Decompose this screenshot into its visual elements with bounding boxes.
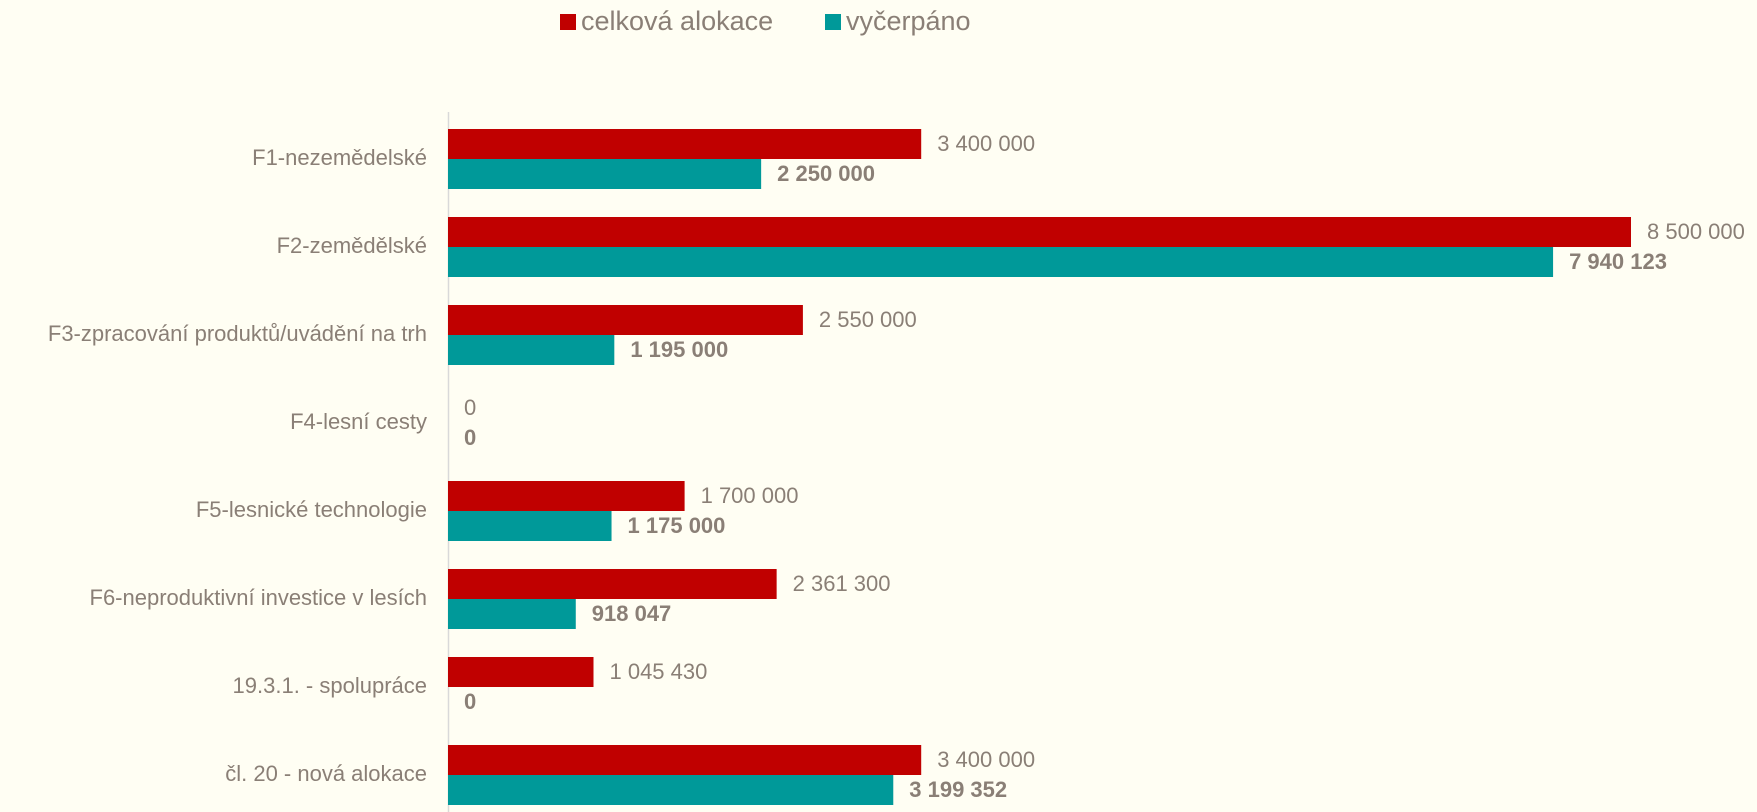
bar — [448, 511, 612, 541]
legend-swatch — [560, 14, 576, 30]
data-label: 3 400 000 — [937, 131, 1035, 156]
data-label: 0 — [464, 689, 476, 714]
legend-label: celková alokace — [581, 6, 773, 36]
y-tick-label: F4-lesní cesty — [290, 409, 427, 434]
bar — [448, 335, 615, 365]
legend-swatch — [825, 14, 841, 30]
bar — [448, 745, 922, 775]
bar — [448, 599, 576, 629]
y-tick-label: F3-zpracování produktů/uvádění na trh — [48, 321, 427, 346]
y-tick-label: 19.3.1. - spolupráce — [233, 673, 427, 698]
data-label: 3 400 000 — [937, 747, 1035, 772]
bar — [448, 247, 1554, 277]
data-label: 2 250 000 — [777, 161, 875, 186]
data-label: 1 175 000 — [628, 513, 726, 538]
bar — [448, 217, 1631, 247]
bar — [448, 569, 777, 599]
data-label: 0 — [464, 425, 476, 450]
y-tick-label: F5-lesnické technologie — [196, 497, 427, 522]
data-label: 0 — [464, 395, 476, 420]
bar — [448, 481, 685, 511]
y-tick-label: F1-nezemědelské — [252, 145, 427, 170]
data-label: 1 045 430 — [609, 659, 707, 684]
data-label: 3 199 352 — [909, 777, 1007, 802]
data-label: 2 550 000 — [819, 307, 917, 332]
bar — [448, 775, 894, 805]
bar — [448, 657, 594, 687]
bar — [448, 305, 803, 335]
legend-label: vyčerpáno — [846, 6, 971, 36]
bar — [448, 129, 922, 159]
data-label: 918 047 — [592, 601, 672, 626]
data-label: 8 500 000 — [1647, 219, 1745, 244]
data-label: 1 195 000 — [630, 337, 728, 362]
data-label: 2 361 300 — [793, 571, 891, 596]
bar — [448, 159, 762, 189]
data-label: 1 700 000 — [701, 483, 799, 508]
y-tick-label: F2-zemědělské — [277, 233, 427, 258]
y-tick-label: čl. 20 - nová alokace — [225, 761, 427, 786]
data-label: 7 940 123 — [1569, 249, 1667, 274]
y-tick-label: F6-neproduktivní investice v lesích — [90, 585, 428, 610]
